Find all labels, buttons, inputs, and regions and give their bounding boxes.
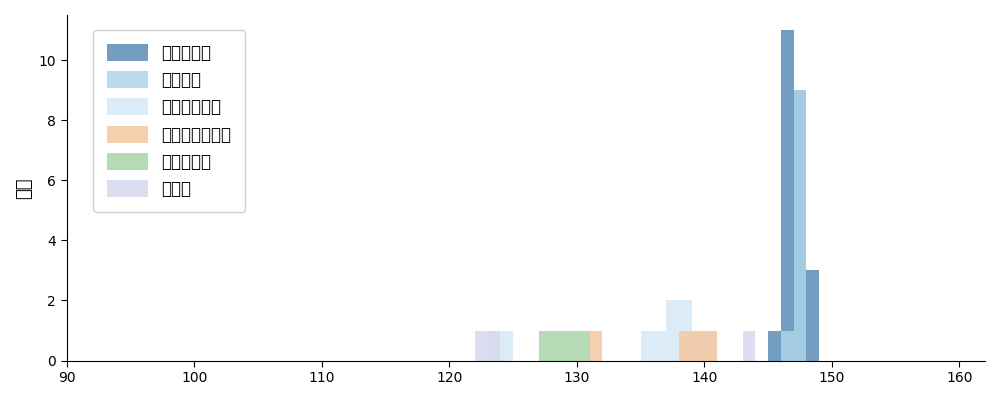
Bar — [475, 330, 488, 360]
Bar — [679, 300, 692, 360]
Bar — [704, 330, 717, 360]
Bar — [590, 330, 602, 360]
Bar — [564, 330, 577, 360]
Bar — [666, 300, 679, 360]
Bar — [704, 330, 717, 360]
Bar — [551, 330, 564, 360]
Bar — [781, 30, 794, 360]
Bar — [692, 330, 704, 360]
Bar — [743, 330, 755, 360]
Bar — [692, 330, 704, 360]
Bar — [794, 90, 806, 360]
Bar — [781, 330, 794, 360]
Bar — [653, 330, 666, 360]
Y-axis label: 球数: 球数 — [15, 177, 33, 198]
Bar — [794, 90, 806, 360]
Bar — [679, 330, 692, 360]
Bar — [577, 330, 590, 360]
Bar — [768, 330, 781, 360]
Bar — [488, 330, 500, 360]
Bar — [500, 330, 513, 360]
Bar — [539, 330, 551, 360]
Bar — [641, 330, 653, 360]
Legend: ストレート, シュート, カットボール, チェンジアップ, スライダー, カーブ: ストレート, シュート, カットボール, チェンジアップ, スライダー, カーブ — [93, 30, 245, 212]
Bar — [488, 330, 500, 360]
Bar — [806, 270, 819, 360]
